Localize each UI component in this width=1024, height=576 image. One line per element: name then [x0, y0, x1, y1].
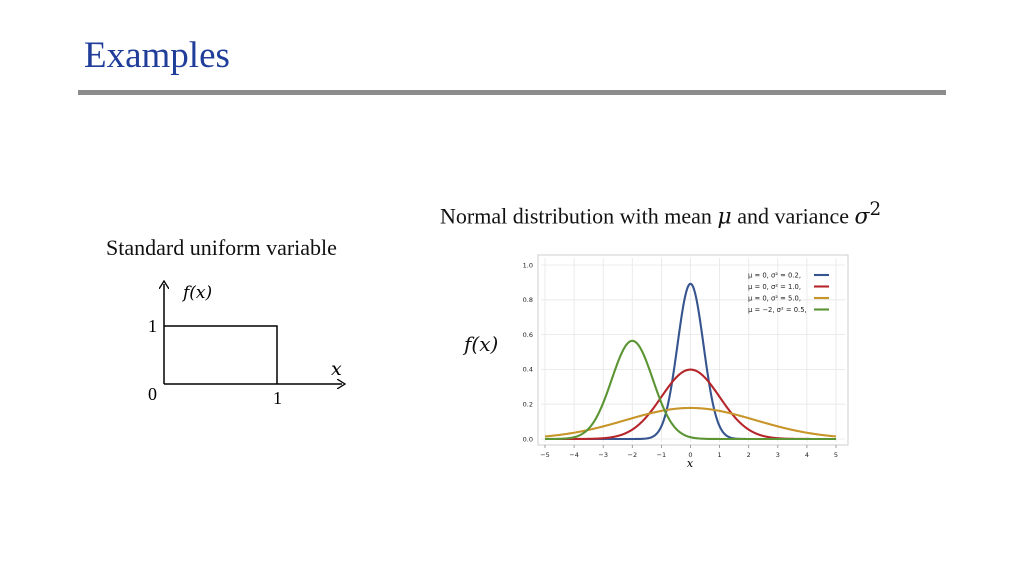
normal-caption-middle: and variance: [731, 203, 855, 229]
sigma-exponent: 2: [869, 199, 882, 220]
x-tick-label: 1: [718, 451, 722, 459]
normal-caption: Normal distribution with mean μ and vari…: [440, 199, 881, 229]
x-tick-label: 0: [688, 451, 692, 459]
series-curve: [544, 339, 837, 441]
x-tick-label: −1: [657, 451, 667, 459]
y-tick-label: 0.2: [523, 401, 533, 409]
legend-label: μ = 0, σ² = 5.0,: [748, 294, 801, 302]
uniform-x-label: x: [331, 358, 342, 380]
sigma-symbol: σ: [854, 204, 870, 230]
x-tick-label: −3: [598, 451, 608, 459]
curves: [544, 282, 837, 441]
legend-label: μ = 0, σ² = 1.0,: [748, 283, 801, 291]
mu-symbol: μ: [717, 204, 732, 230]
y-tick-label: 0.8: [523, 296, 533, 304]
x-tick-label: 2: [747, 451, 751, 459]
y-tick-label: 1.0: [523, 261, 533, 269]
y-tick-label: 0.0: [523, 435, 533, 443]
x-tick-label: −4: [569, 451, 579, 459]
tick-origin: 0: [148, 384, 157, 404]
legend-label: μ = 0, σ² = 0.2,: [748, 271, 801, 279]
chart-x-label: x: [687, 457, 694, 470]
x-tick-label: −2: [628, 451, 638, 459]
x-tick-label: 3: [776, 451, 780, 459]
normal-distribution-chart: −5 −4 −3 −2 −1 0 1 2 3 4 5 0.0 0.2 0.4 0.6 0.8 1.0 μ = 0…: [523, 254, 849, 470]
y-tick-label: 0.4: [523, 366, 533, 374]
tick-y-one: 1: [148, 316, 157, 336]
slide-title: Examples: [84, 35, 230, 76]
uniform-density-line: [164, 325, 278, 384]
tick-x-one: 1: [273, 388, 282, 408]
legend-label: μ = −2, σ² = 0.5,: [748, 306, 807, 314]
uniform-y-label: f(x): [181, 283, 212, 303]
uniform-caption: Standard uniform variable: [106, 235, 337, 260]
plot-frame: [537, 254, 849, 446]
normal-y-label: f(x): [464, 332, 499, 356]
x-tick-label: 4: [805, 451, 809, 459]
title-divider: [78, 90, 946, 95]
x-tick-label: 5: [834, 451, 838, 459]
legend: μ = 0, σ² = 0.2, μ = 0, σ² = 1.0, μ = 0, σ…: [748, 271, 829, 314]
normal-caption-prefix: Normal distribution with mean: [440, 203, 718, 229]
uniform-density-diagram: f(x) x 1 0 1: [148, 270, 360, 408]
tick-labels: −5 −4 −3 −2 −1 0 1 2 3 4 5 0.0 0.2 0.4 0.6 0.8 1.0: [523, 261, 838, 459]
x-tick-label: −5: [540, 451, 550, 459]
y-tick-label: 0.6: [523, 331, 533, 339]
series-curve: [544, 406, 837, 438]
